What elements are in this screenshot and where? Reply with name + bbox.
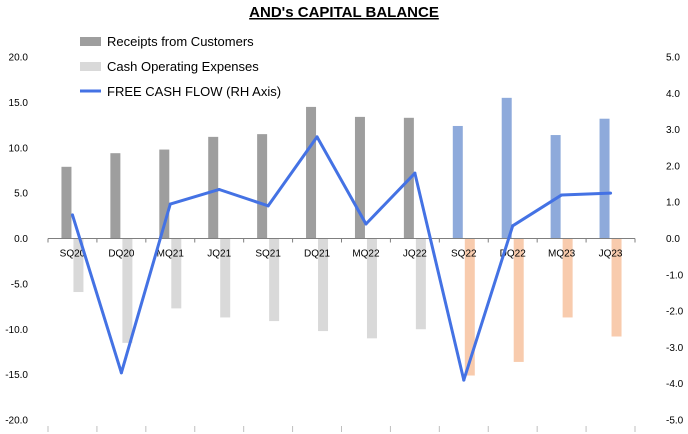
fcf-point (560, 193, 564, 197)
receipts-bar (599, 118, 610, 239)
fcf-point (217, 187, 221, 191)
category-label: SQ21 (255, 249, 281, 260)
right-tick-label: -1.0 (666, 270, 684, 281)
receipts-bar (61, 166, 72, 239)
fcf-point (511, 224, 515, 228)
category-label: MQ23 (548, 249, 576, 260)
legend-label-receipts: Receipts from Customers (107, 34, 254, 49)
category-label: SQ20 (60, 249, 86, 260)
fcf-point (315, 135, 319, 139)
left-axis: 20.0 15.0 10.0 5.0 0.0 -5.0 -10.0 -15.0 -20.0 (5, 53, 28, 427)
category-label: DQ20 (108, 249, 135, 260)
receipts-bar (159, 149, 170, 239)
legend: Receipts from Customers Cash Operating E… (80, 34, 281, 99)
receipts-bar (257, 134, 268, 239)
receipts-bar (208, 136, 219, 239)
right-tick-label: -5.0 (666, 416, 684, 427)
fcf-point (266, 204, 270, 208)
fcf-point (609, 191, 613, 195)
category-label: SQ22 (451, 249, 477, 260)
fcf-point (364, 222, 368, 226)
category-label: MQ22 (352, 249, 380, 260)
left-tick-label: -15.0 (5, 370, 28, 381)
category-label: JQ23 (599, 249, 623, 260)
expenses-bar (269, 238, 280, 322)
category-labels: SQ20 DQ20 MQ21 JQ21 SQ21 DQ21 MQ22 JQ22 SQ22 DQ22… (60, 249, 623, 260)
right-tick-label: 5.0 (666, 53, 680, 64)
right-tick-label: -2.0 (666, 307, 684, 318)
left-tick-label: -5.0 (11, 279, 29, 290)
fcf-point (168, 202, 172, 206)
left-tick-label: 0.0 (14, 234, 28, 245)
fcf-line (71, 135, 611, 382)
expenses-bar (171, 238, 182, 309)
fcf-line-layer (70, 135, 613, 382)
fcf-point (413, 171, 417, 175)
chart-title: AND's CAPITAL BALANCE (249, 4, 439, 21)
expenses-bar (73, 238, 84, 293)
left-tick-label: 15.0 (9, 98, 29, 109)
fcf-point (70, 213, 74, 217)
right-tick-label: -4.0 (666, 379, 684, 390)
category-label: DQ21 (304, 249, 331, 260)
expenses-bar (220, 238, 231, 318)
bars (61, 97, 622, 376)
receipts-bar (452, 125, 463, 239)
left-tick-label: 20.0 (9, 53, 29, 64)
expenses-bar (513, 238, 524, 362)
right-tick-label: 1.0 (666, 198, 680, 209)
legend-swatch-receipts (80, 37, 101, 46)
axes (47, 238, 636, 432)
fcf-point (119, 371, 123, 375)
left-tick-label: 5.0 (14, 189, 28, 200)
category-label: MQ21 (157, 249, 185, 260)
expenses-bar (318, 238, 329, 332)
expenses-bar (562, 238, 573, 318)
right-tick-label: 3.0 (666, 125, 680, 136)
fcf-point (462, 378, 466, 382)
legend-label-fcf: FREE CASH FLOW (RH Axis) (107, 84, 281, 99)
legend-label-expenses: Cash Operating Expenses (107, 59, 259, 74)
left-tick-label: 10.0 (9, 143, 29, 154)
right-tick-label: 4.0 (666, 89, 680, 100)
receipts-bar (354, 116, 365, 239)
right-tick-label: -3.0 (666, 343, 684, 354)
expenses-bar (122, 238, 133, 343)
receipts-bar (550, 135, 561, 239)
right-axis: 5.0 4.0 3.0 2.0 1.0 0.0 -1.0 -2.0 -3.0 -4.0 -5.0 (666, 53, 684, 427)
right-tick-label: 0.0 (666, 234, 680, 245)
receipts-bar (501, 97, 512, 239)
category-label: JQ22 (403, 249, 427, 260)
category-label: DQ22 (500, 249, 527, 260)
expenses-bar (366, 238, 377, 339)
receipts-bar (110, 153, 121, 239)
receipts-bar (306, 106, 317, 239)
right-tick-label: 2.0 (666, 161, 680, 172)
legend-swatch-expenses (80, 62, 101, 71)
expenses-bar (611, 238, 622, 337)
left-tick-label: -10.0 (5, 325, 28, 336)
left-tick-label: -20.0 (5, 416, 28, 427)
category-label: JQ21 (207, 249, 231, 260)
expenses-bar (415, 238, 426, 330)
expenses-bar (464, 238, 475, 376)
